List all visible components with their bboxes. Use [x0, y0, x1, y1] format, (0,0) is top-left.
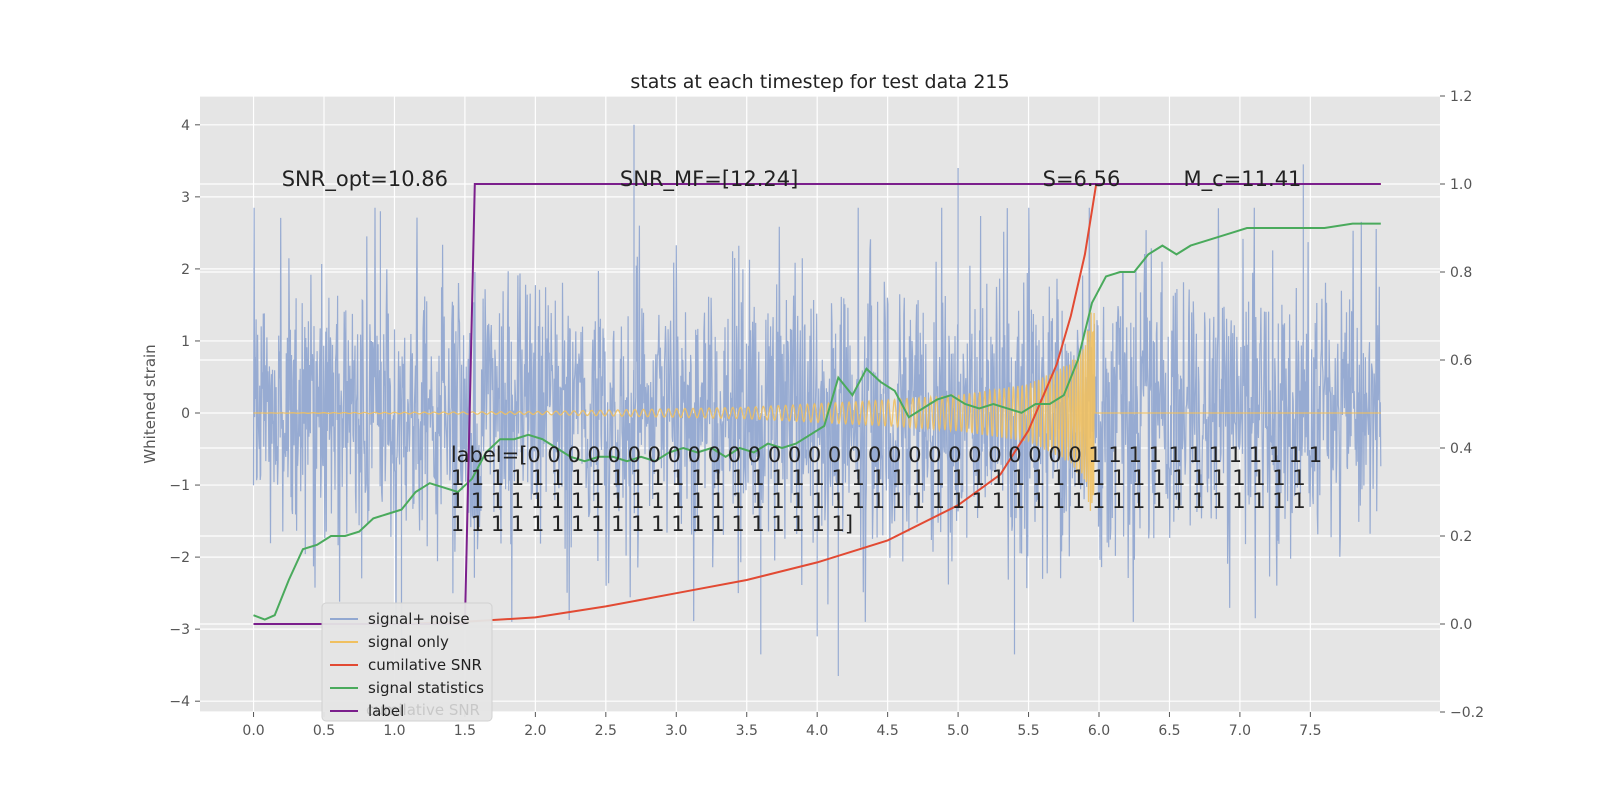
y2-tick-label: 1.2 [1450, 89, 1472, 105]
annotations: SNR_opt=10.86 SNR_MF=[12.24] S=6.56 M_c=11.… [282, 167, 1322, 536]
y-tick-label: −1 [169, 478, 190, 494]
x-tick-label: 7.5 [1299, 723, 1321, 739]
x-tick-label: 2.5 [595, 723, 617, 739]
y-tick-label: 1 [181, 334, 190, 350]
series-cumulative-snr [253, 183, 1381, 625]
y-tick-label: 0 [181, 406, 190, 422]
x-tick-label: 4.5 [877, 723, 899, 739]
x-tick-label: 3.0 [665, 723, 687, 739]
legend-entry: signal only [368, 633, 449, 651]
y2-tick-label: 0.4 [1450, 441, 1472, 457]
annotation-2: S=6.56 [1043, 167, 1121, 191]
x-tick-label: 7.0 [1229, 723, 1251, 739]
annotation-6: 1 1 1 1 1 1 1 1 1 1 1 1 1 1 1 1 1 1 1 1 … [451, 489, 1306, 513]
annotation-5: 1 1 1 1 1 1 1 1 1 1 1 1 1 1 1 1 1 1 1 1 … [451, 466, 1306, 490]
axes: 0.0 0.5 1.0 1.5 2.0 2.5 3.0 3.5 4.0 4.5 5.0 5.5 6.0 6… [169, 89, 1484, 739]
legend-entry: signal statistics [368, 679, 484, 697]
y-tick-label: −2 [169, 550, 190, 566]
x-tick-label: 2.0 [524, 723, 546, 739]
x-tick-label: 5.0 [947, 723, 969, 739]
legend-entry: label [368, 702, 404, 720]
y2-tick-label: −0.2 [1450, 705, 1484, 721]
annotation-4: label=[0 0 0 0 0 0 0 0 0 0 0 0 0 0 0 0 0… [451, 443, 1322, 467]
x-tick-label: 4.0 [806, 723, 828, 739]
series-signal-noise [252, 124, 1382, 676]
y2-tick-label: 0.0 [1450, 617, 1472, 633]
annotation-7: 1 1 1 1 1 1 1 1 1 1 1 1 1 1 1 1 1 1 1 1] [451, 512, 853, 536]
y2-tick-label: 0.6 [1450, 353, 1472, 369]
x-tick-label: 6.0 [1088, 723, 1110, 739]
annotation-3: M_c=11.41 [1184, 167, 1302, 192]
y-tick-label: 2 [181, 262, 190, 278]
legend-ghost-text: cumilative SNR [366, 701, 480, 719]
x-tick-label: 0.0 [242, 723, 264, 739]
annotation-1: SNR_MF=[12.24] [620, 167, 798, 192]
legend-box [321, 602, 493, 722]
y-tick-label: 4 [181, 118, 190, 134]
x-tick-label: 1.0 [383, 723, 405, 739]
y-tick-label: 3 [181, 190, 190, 206]
y2-tick-label: 1.0 [1450, 177, 1472, 193]
series-signal-only [253, 312, 1381, 511]
chart-title: stats at each timestep for test data 215 [630, 71, 1009, 93]
legend-entry: signal+ noise [368, 610, 470, 628]
series-signal-statistics [253, 222, 1381, 621]
legend-entry: cumilative SNR [368, 656, 482, 674]
x-tick-label: 6.5 [1158, 723, 1180, 739]
annotation-0: SNR_opt=10.86 [282, 167, 448, 192]
y2-tick-label: 0.8 [1450, 265, 1472, 281]
x-tick-label: 1.5 [454, 723, 476, 739]
x-tick-label: 5.5 [1017, 723, 1039, 739]
y-axis-label: Whitened strain [141, 344, 159, 463]
legend: cumilative SNR signal+ noise signal only cu… [321, 602, 493, 722]
y-tick-label: −4 [169, 694, 190, 710]
x-tick-label: 3.5 [736, 723, 758, 739]
y2-tick-label: 0.2 [1450, 529, 1472, 545]
x-tick-label: 0.5 [313, 723, 335, 739]
y-tick-label: −3 [169, 622, 190, 638]
